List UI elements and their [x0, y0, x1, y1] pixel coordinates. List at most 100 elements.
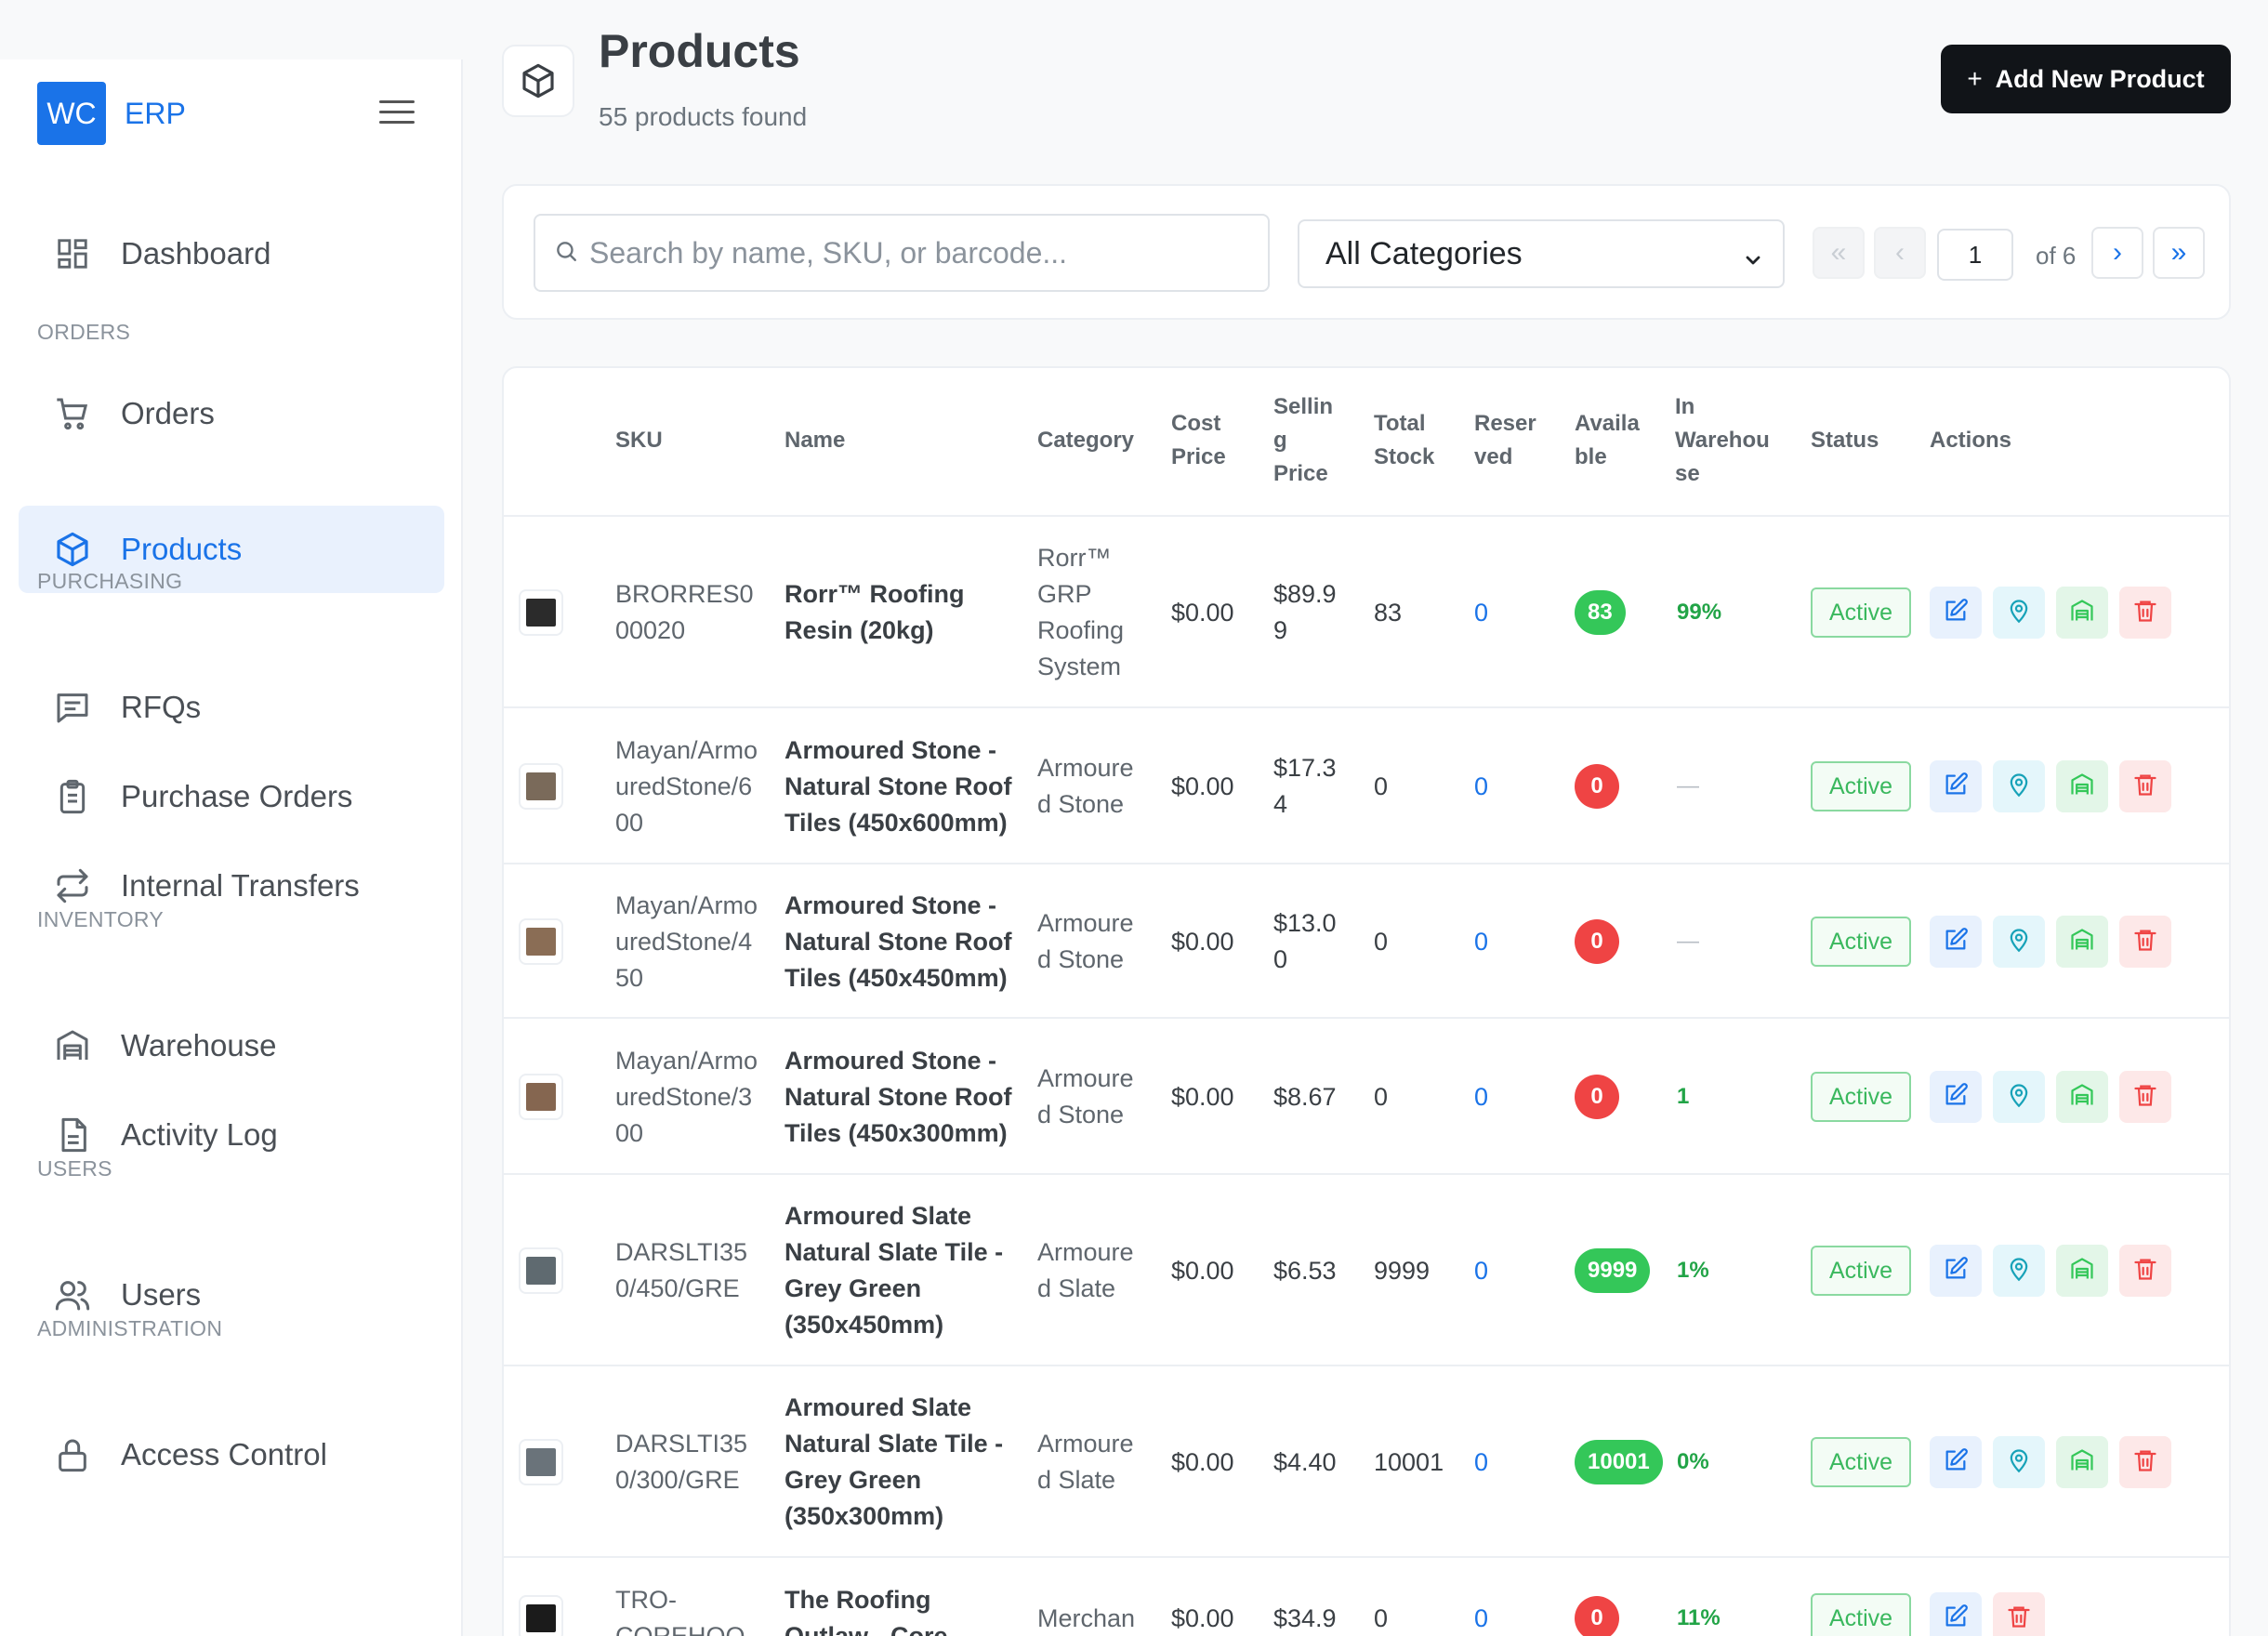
sku-cell-line: 0/300/GRE: [615, 1466, 740, 1494]
edit-button[interactable]: [1930, 1071, 1982, 1123]
first-page-button[interactable]: «: [1813, 227, 1865, 279]
sidebar-item-dashboard[interactable]: Dashboard: [19, 210, 444, 297]
table-row[interactable]: Mayan/Armo uredStone/6 00 Armoured Stone -N…: [504, 708, 2229, 864]
transfer-icon: [54, 867, 91, 904]
selling-price-cell-line: $8.67: [1273, 1082, 1337, 1111]
sidebar-item-rfqs[interactable]: RFQs: [19, 664, 444, 751]
col-header-actions: Actions: [1930, 428, 2012, 453]
delete-button[interactable]: [2119, 587, 2171, 639]
warehouse-button[interactable]: [2056, 760, 2108, 812]
map-pin-icon: [2006, 927, 2032, 957]
col-header-name[interactable]: Name: [785, 428, 846, 453]
delete-button[interactable]: [1993, 1592, 2045, 1636]
sidebar-item-internal-transfers[interactable]: Internal Transfers: [19, 842, 444, 930]
col-header-category[interactable]: Category: [1037, 428, 1135, 453]
edit-button[interactable]: [1930, 1245, 1982, 1297]
location-button[interactable]: [1993, 916, 2045, 968]
sidebar-item-warehouse[interactable]: Warehouse: [19, 1002, 444, 1089]
col-header-reserved[interactable]: Reser ved: [1474, 407, 1536, 474]
col-header-total-stock[interactable]: Total Stock: [1374, 407, 1434, 474]
edit-button[interactable]: [1930, 760, 1982, 812]
location-button[interactable]: [1993, 587, 2045, 639]
brand[interactable]: WC ERP: [37, 82, 186, 145]
col-header-line: se: [1675, 461, 1700, 486]
box-icon: [54, 531, 91, 568]
table-row[interactable]: Mayan/Armo uredStone/3 00 Armoured Stone -N…: [504, 1019, 2229, 1175]
location-button[interactable]: [1993, 1071, 2045, 1123]
col-header-sku[interactable]: SKU: [615, 428, 663, 453]
product-image: [526, 599, 556, 627]
edit-button[interactable]: [1930, 587, 1982, 639]
delete-button[interactable]: [2119, 916, 2171, 968]
sidebar-item-products[interactable]: Products: [19, 506, 444, 593]
sidebar-item-orders[interactable]: Orders: [19, 370, 444, 457]
col-header-selling-price[interactable]: Sellin g Price: [1273, 390, 1333, 491]
edit-button[interactable]: [1930, 1436, 1982, 1488]
table-row[interactable]: BRORRES0 00020 Rorr™ Roofing Resin (20kg) Ro…: [504, 517, 2229, 708]
category-cell-line: Merchan: [1037, 1603, 1136, 1632]
col-header-status[interactable]: Status: [1811, 428, 1879, 453]
product-image: [526, 928, 556, 956]
delete-button[interactable]: [2119, 1436, 2171, 1488]
sidebar-item-purchase-orders[interactable]: Purchase Orders: [19, 753, 444, 840]
sidebar-item-label: Users: [121, 1277, 202, 1312]
sidebar-item-access-control[interactable]: Access Control: [19, 1411, 444, 1498]
reserved-cell-line: 0: [1474, 598, 1489, 627]
search-field[interactable]: [534, 214, 1270, 292]
section-purchasing: PURCHASING: [37, 569, 183, 593]
sidebar-item-label: Warehouse: [121, 1028, 277, 1062]
table-row[interactable]: DARSLTI35 0/450/GRE Armoured Slate Natural …: [504, 1175, 2229, 1366]
location-button[interactable]: [1993, 760, 2045, 812]
category-select[interactable]: All Categories: [1298, 219, 1785, 288]
col-header-available[interactable]: Availa ble: [1575, 407, 1640, 474]
delete-button[interactable]: [2119, 760, 2171, 812]
table-row[interactable]: TRO- COREHOO The Roofing Outlaw - Core Merch…: [504, 1558, 2229, 1636]
sidebar-item-activity-log[interactable]: Activity Log: [19, 1091, 444, 1179]
name-cell: Armoured Stone - Natural Stone Roof Tiles …: [785, 732, 1012, 841]
trash-icon: [2006, 1603, 2032, 1634]
prev-page-button[interactable]: ‹: [1874, 227, 1926, 279]
cost-cell: $0.00: [1171, 1601, 1234, 1636]
warehouse-button[interactable]: [2056, 916, 2108, 968]
delete-button[interactable]: [2119, 1071, 2171, 1123]
product-image: [526, 772, 556, 800]
page-number-input[interactable]: 1: [1937, 229, 2013, 281]
name-cell-line: Natural Stone Roof: [785, 1082, 1012, 1111]
product-image: [526, 1448, 556, 1476]
search-input[interactable]: [589, 235, 1240, 270]
last-page-button[interactable]: »: [2153, 227, 2205, 279]
name-cell: Armoured Slate Natural Slate Tile - Grey G…: [785, 1390, 1003, 1535]
category-cell-line: d Stone: [1037, 790, 1125, 818]
edit-button[interactable]: [1930, 1592, 1982, 1636]
next-page-button[interactable]: ›: [2091, 227, 2143, 279]
col-header-in-warehouse[interactable]: In Warehou se: [1675, 390, 1770, 491]
reserved-cell: 0: [1474, 595, 1488, 631]
col-header-cost-price[interactable]: Cost Price: [1171, 407, 1226, 474]
plus-icon: +: [1967, 64, 1983, 93]
edit-button[interactable]: [1930, 916, 1982, 968]
warehouse-button[interactable]: [2056, 587, 2108, 639]
lock-icon: [54, 1436, 91, 1473]
table-row[interactable]: Mayan/Armo uredStone/4 50 Armoured Stone - N…: [504, 864, 2229, 1019]
menu-toggle-icon[interactable]: [379, 100, 415, 126]
total-stock-cell: 0: [1374, 1079, 1388, 1115]
sidebar-item-users[interactable]: Users: [19, 1251, 444, 1339]
selling-price-cell: $13.0 0: [1273, 905, 1337, 978]
trash-icon: [2132, 927, 2158, 957]
warehouse-button[interactable]: [2056, 1436, 2108, 1488]
category-cell-line: Armoure: [1037, 1430, 1134, 1458]
sku-cell-line: uredStone/6: [615, 772, 753, 800]
location-button[interactable]: [1993, 1245, 2045, 1297]
sidebar-item-label: Dashboard: [121, 236, 271, 270]
table-row[interactable]: DARSLTI35 0/300/GRE Armoured Slate Natural …: [504, 1366, 2229, 1558]
sku-cell-line: Mayan/Armo: [615, 735, 758, 764]
location-button[interactable]: [1993, 1436, 2045, 1488]
warehouse-button[interactable]: [2056, 1245, 2108, 1297]
category-cell-line: Rorr™: [1037, 544, 1112, 572]
warehouse-button[interactable]: [2056, 1071, 2108, 1123]
add-new-product-button[interactable]: + Add New Product: [1941, 45, 2231, 113]
total-stock-cell-line: 0: [1374, 772, 1389, 800]
sku-cell-line: TRO-: [615, 1586, 677, 1614]
delete-button[interactable]: [2119, 1245, 2171, 1297]
cost-cell: $0.00: [1171, 769, 1234, 805]
